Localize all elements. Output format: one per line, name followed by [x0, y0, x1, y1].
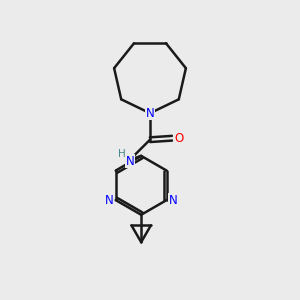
Text: N: N	[169, 194, 178, 207]
Text: N: N	[126, 155, 134, 168]
Text: N: N	[105, 194, 114, 207]
Text: O: O	[174, 132, 183, 145]
Text: N: N	[146, 107, 154, 120]
Text: H: H	[118, 149, 126, 159]
